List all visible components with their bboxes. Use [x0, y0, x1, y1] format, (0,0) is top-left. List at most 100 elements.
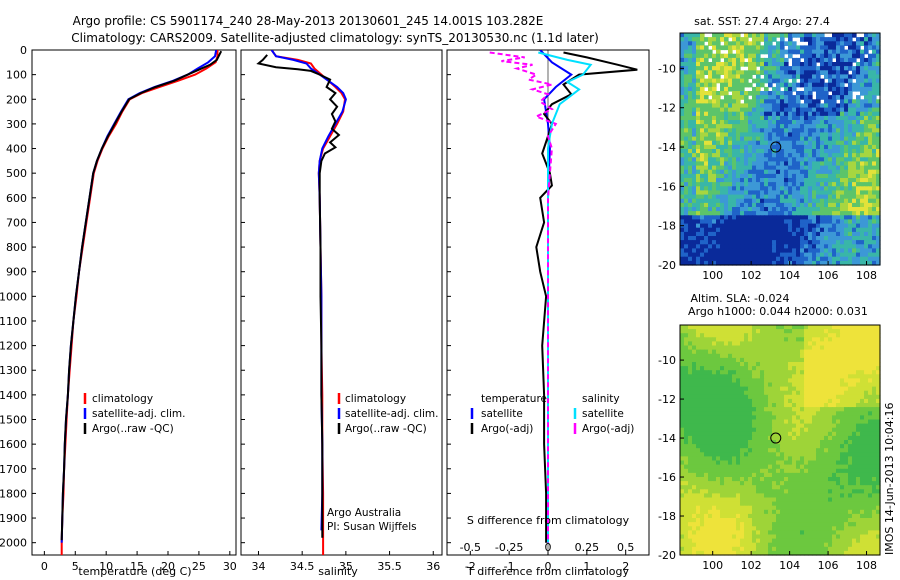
map-cell	[780, 329, 785, 334]
map-cell	[836, 252, 841, 258]
map-cell	[876, 452, 881, 457]
map-cell	[848, 353, 853, 359]
map-cell	[700, 477, 705, 482]
map-cell	[776, 357, 781, 363]
map-cell	[788, 115, 793, 121]
map-cell	[796, 382, 801, 388]
map-cell	[804, 194, 809, 200]
map-cell	[832, 460, 837, 466]
map-cell	[832, 403, 837, 408]
map-cell	[700, 349, 705, 355]
map-cell	[808, 362, 813, 367]
map-cell	[720, 211, 725, 216]
map-cell	[752, 115, 757, 121]
map-cell	[760, 207, 765, 212]
map-cell	[872, 353, 877, 359]
map-cell	[832, 464, 837, 470]
map-cell	[728, 211, 733, 216]
map-cell	[844, 240, 849, 245]
map-cell	[772, 415, 777, 421]
map-cell	[756, 215, 761, 220]
map-cell	[720, 37, 725, 42]
map-cell	[776, 70, 781, 75]
map-cell	[768, 440, 773, 445]
map-cell	[724, 190, 729, 196]
map-cell	[700, 66, 705, 71]
map-cell	[860, 435, 865, 441]
map-cell	[760, 472, 765, 478]
map-cell	[684, 248, 689, 254]
map-cell	[792, 448, 797, 453]
map-cell	[852, 211, 857, 216]
map-cell	[820, 403, 825, 408]
map-cell	[844, 49, 849, 55]
map-cell	[692, 37, 697, 42]
map-cell	[752, 231, 757, 237]
map-cell	[856, 236, 861, 241]
map-cell	[680, 103, 685, 109]
map-cell	[728, 349, 733, 355]
map-cell	[840, 78, 845, 84]
y-tick-label: 1200	[0, 340, 27, 353]
map-cell	[736, 215, 741, 220]
map-cell	[816, 370, 821, 375]
map-cell	[836, 460, 841, 466]
map-cell	[804, 248, 809, 254]
map-cell	[788, 132, 793, 138]
map-cell	[764, 41, 769, 46]
map-cell	[756, 223, 761, 229]
map-cell	[824, 231, 829, 237]
map-cell	[704, 386, 709, 392]
map-cell	[852, 370, 857, 375]
map-cell	[788, 456, 793, 462]
map-cell	[756, 398, 761, 404]
map-cell	[700, 497, 705, 503]
map-cell	[796, 186, 801, 191]
map-cell	[680, 464, 685, 470]
map-cell	[684, 37, 689, 42]
map-cell	[720, 244, 725, 249]
map-cell	[680, 260, 685, 266]
map-cell	[700, 345, 705, 351]
map-cell	[696, 111, 701, 117]
map-cell	[868, 140, 873, 146]
map-cell	[680, 444, 685, 449]
map-cell	[780, 157, 785, 162]
map-cell	[732, 207, 737, 212]
map-cell	[860, 415, 865, 421]
map-cell	[696, 431, 701, 437]
map-cell	[688, 464, 693, 470]
map-cell	[700, 74, 705, 80]
map-cell	[792, 202, 797, 208]
map-cell	[716, 190, 721, 196]
map-cell	[860, 182, 865, 187]
header-line-1: Argo profile: CS 5901174_240 28-May-2013…	[73, 14, 544, 28]
map-cell	[708, 333, 713, 338]
y-tick-label: 1900	[0, 512, 27, 525]
map-cell	[772, 182, 777, 187]
map-cell	[740, 468, 745, 474]
map-cell	[752, 481, 757, 486]
map-cell	[780, 345, 785, 351]
map-cell	[840, 132, 845, 138]
map-cell	[740, 136, 745, 142]
map-cell	[696, 390, 701, 396]
map-cell	[832, 194, 837, 200]
map-cell	[724, 115, 729, 121]
map-cell	[700, 186, 705, 191]
map-cell	[688, 53, 693, 59]
map-cell	[832, 165, 837, 171]
map-cell	[820, 464, 825, 470]
map-cell	[860, 231, 865, 237]
map-cell	[772, 207, 777, 212]
map-cell	[728, 165, 733, 171]
map-cell	[860, 398, 865, 404]
map-cell	[696, 103, 701, 109]
map-cell	[856, 140, 861, 146]
map-cell	[872, 95, 877, 100]
map-cell	[828, 41, 833, 46]
map-cell	[828, 382, 833, 388]
map-cell	[828, 223, 833, 229]
map-cell	[696, 240, 701, 245]
map-cell	[804, 62, 809, 67]
